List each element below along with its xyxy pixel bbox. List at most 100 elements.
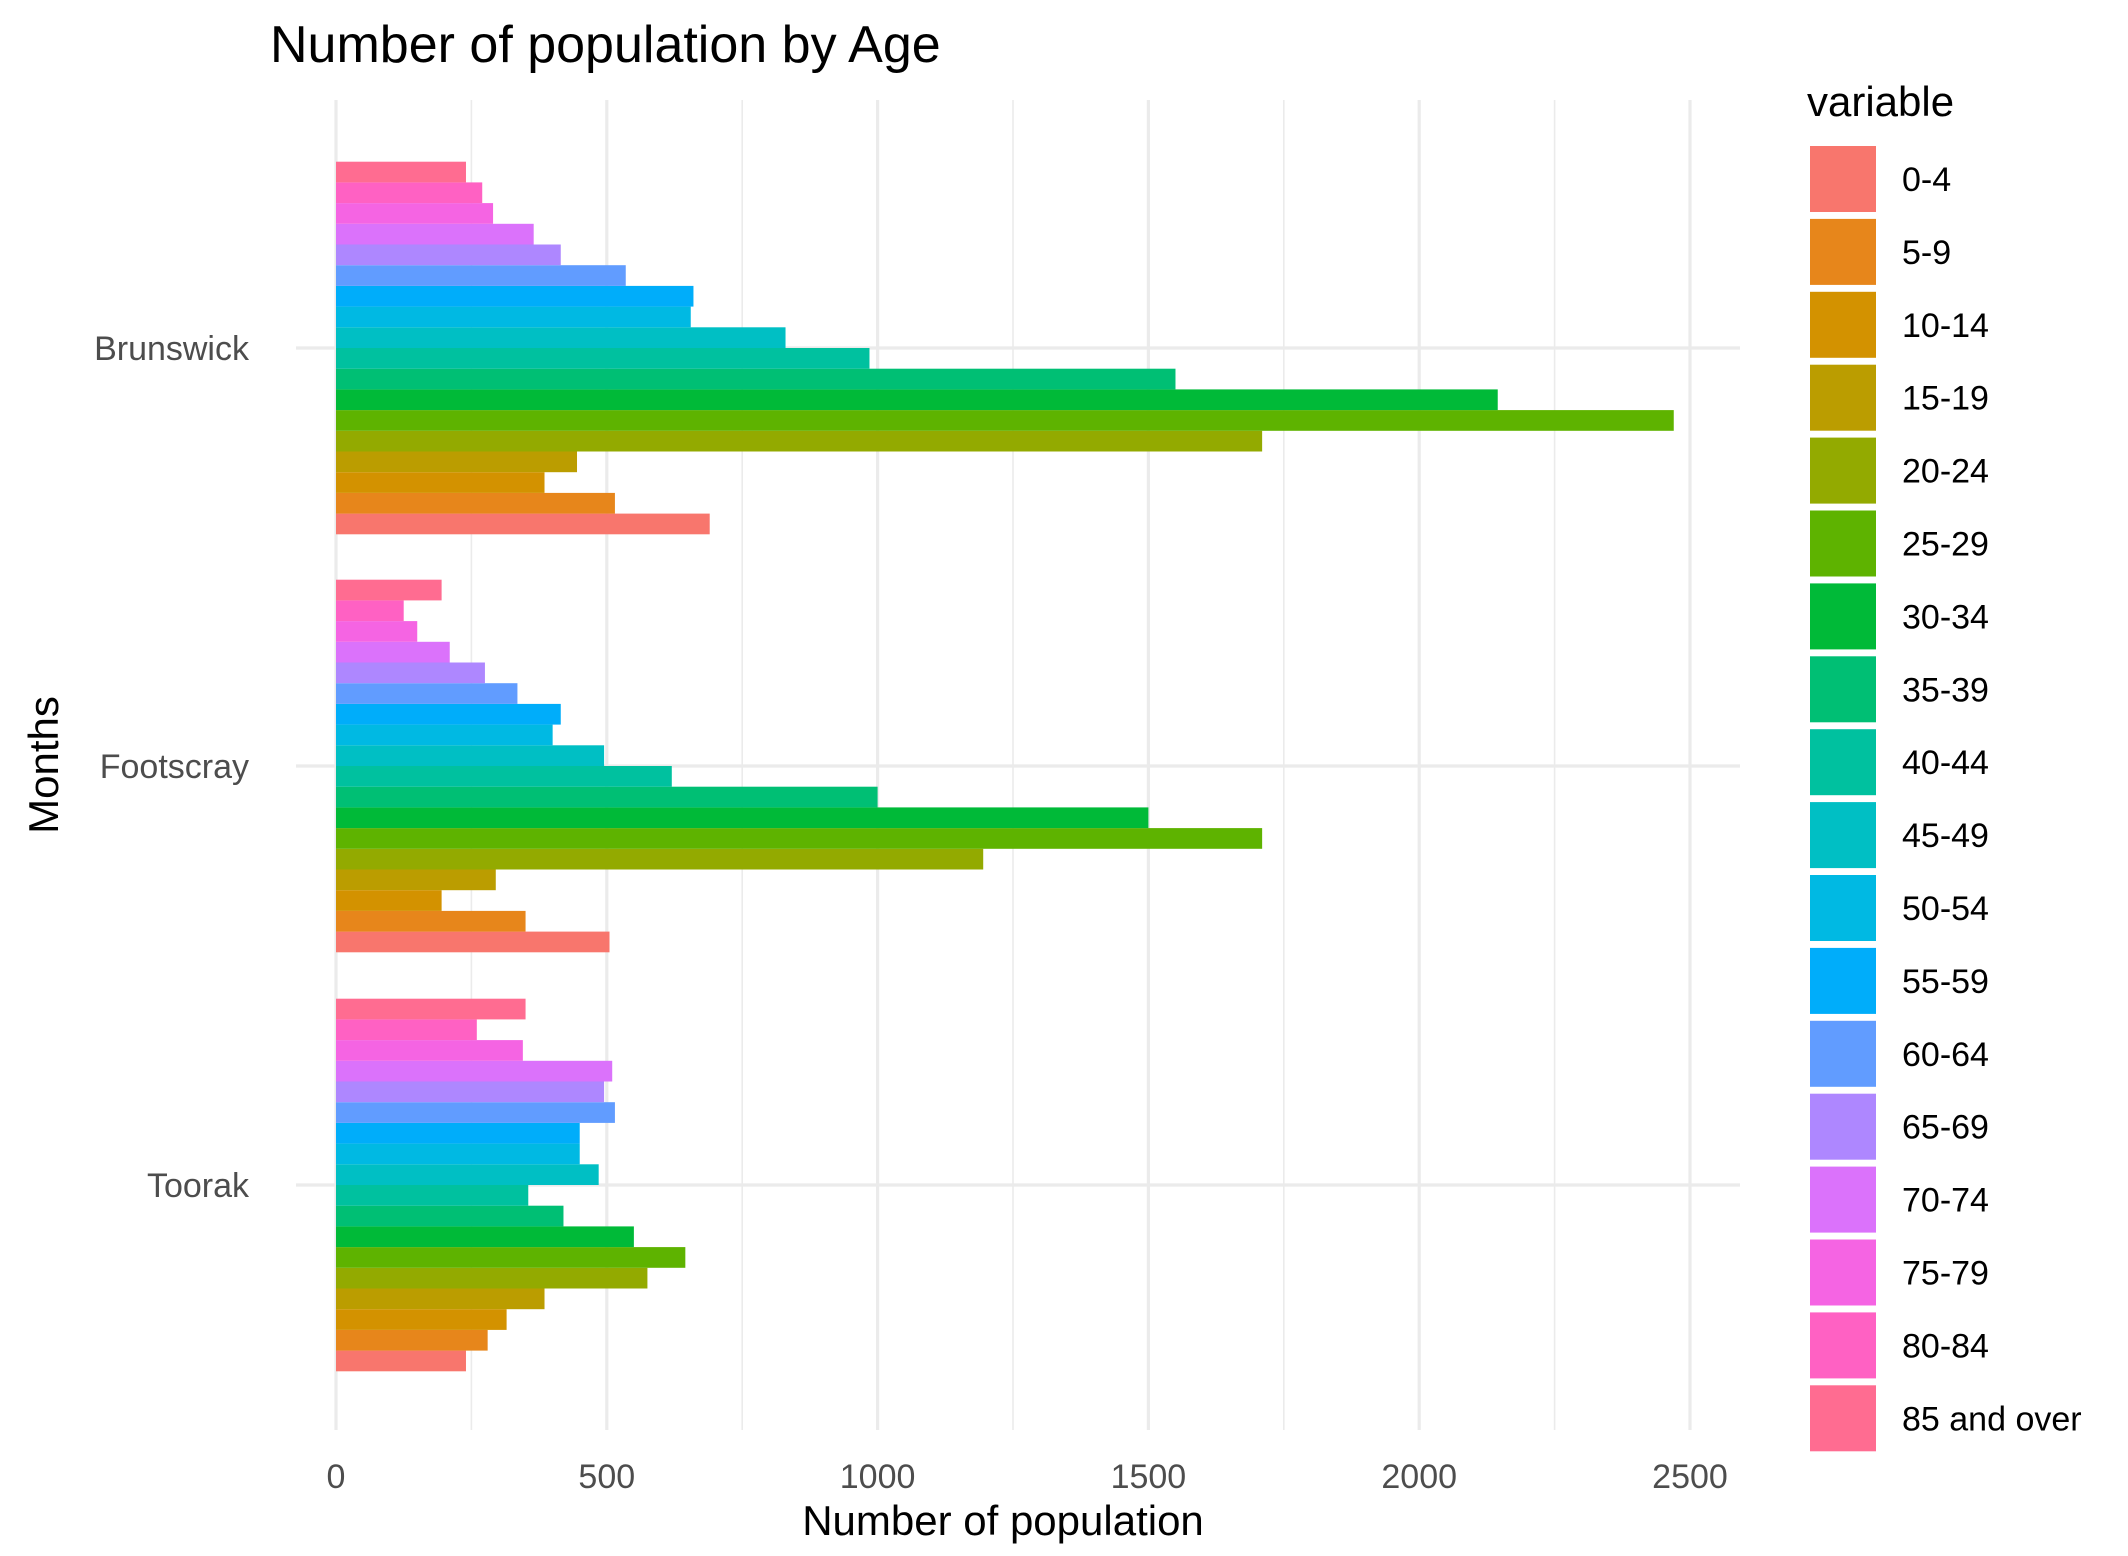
bar [336,368,1176,390]
x-tick-label: 0 [327,1458,346,1496]
legend-label: 35-39 [1902,671,1989,709]
legend-key [1810,802,1876,869]
legend-key [1810,583,1876,650]
legend-label: 45-49 [1902,817,1989,855]
bar [336,1247,686,1268]
bar [336,1267,648,1289]
y-axis-title: Months [20,696,67,834]
x-tick-label: 2500 [1652,1458,1728,1496]
bar [336,786,878,808]
legend-label: 80-84 [1902,1327,1989,1365]
bar [336,641,450,663]
bar [336,683,518,704]
legend-label: 50-54 [1902,890,1989,928]
legend-key [1810,1385,1876,1452]
bar [336,1350,466,1372]
bar [336,1122,580,1144]
x-tick-label: 2000 [1381,1458,1457,1496]
bar [336,745,605,766]
bar [336,703,561,725]
bar [336,513,710,535]
bar [336,472,545,493]
legend-label: 5-9 [1902,234,1951,272]
bar [336,807,1149,829]
bar [336,451,578,473]
legend-label: 55-59 [1902,963,1989,1001]
legend-label: 85 and over [1902,1400,2082,1438]
legend-label: 75-79 [1902,1255,1989,1293]
bar [336,161,466,183]
y-tick-label: Footscray [100,748,249,786]
y-axis-ticks: Brunswick Footscray Toorak [94,330,250,1205]
bar [336,1185,529,1206]
bar [336,410,1674,431]
bar [336,1081,605,1103]
bar [336,244,561,266]
legend-key [1810,875,1876,941]
legend-key [1810,146,1876,212]
bar [336,890,442,911]
bar [336,203,494,224]
bar [336,869,496,891]
bar [336,1040,523,1061]
bar [336,579,442,601]
bar [336,662,485,684]
legend-label: 60-64 [1902,1036,1989,1074]
legend-key [1810,1166,1876,1233]
bar [336,389,1498,411]
bar [336,1102,615,1123]
legend-key [1810,1312,1876,1379]
bar [336,348,870,369]
legend-key [1810,729,1876,796]
bar [336,1288,545,1310]
bar [336,1143,580,1165]
x-axis-ticks: 0 500 1000 1500 2000 2500 [327,1458,1728,1496]
legend-key [1810,1239,1876,1306]
legend-title: variable [1807,78,1954,125]
legend-key [1810,437,1876,504]
bar [336,430,1263,452]
bar [336,828,1263,849]
bar [336,1329,488,1351]
bar [336,621,418,642]
legend-label: 0-4 [1902,161,1951,199]
y-tick-label: Toorak [147,1167,250,1205]
chart-title: Number of population by Age [270,16,941,74]
bar [336,910,526,932]
bar [336,327,786,348]
bar [336,931,610,953]
bar [336,724,553,746]
legend-key [1810,364,1876,431]
legend-label: 15-19 [1902,380,1989,418]
legend-key [1810,510,1876,577]
legend-key [1810,1020,1876,1087]
x-tick-label: 1500 [1111,1458,1187,1496]
legend-label: 25-29 [1902,526,1989,564]
legend-label: 40-44 [1902,744,1989,782]
legend-label: 30-34 [1902,598,1989,636]
bar [336,766,672,787]
bar [336,998,526,1020]
bar [336,1164,599,1185]
bar [336,285,694,307]
bar [336,600,404,622]
legend-key [1810,291,1876,358]
legend-label: 70-74 [1902,1182,1989,1220]
bar [336,492,615,514]
legend-label: 65-69 [1902,1109,1989,1147]
legend-key [1810,947,1876,1014]
bar [336,182,483,204]
legend-label: 20-24 [1902,453,1989,491]
bar [336,1226,634,1248]
y-tick-label: Brunswick [94,330,250,368]
bar [336,306,691,328]
bar [336,1205,564,1227]
bar [336,265,626,286]
x-tick-label: 500 [578,1458,635,1496]
legend-key [1810,656,1876,723]
legend-key [1810,218,1876,285]
legend-key [1810,1093,1876,1160]
x-tick-label: 1000 [840,1458,916,1496]
bar [336,223,534,245]
